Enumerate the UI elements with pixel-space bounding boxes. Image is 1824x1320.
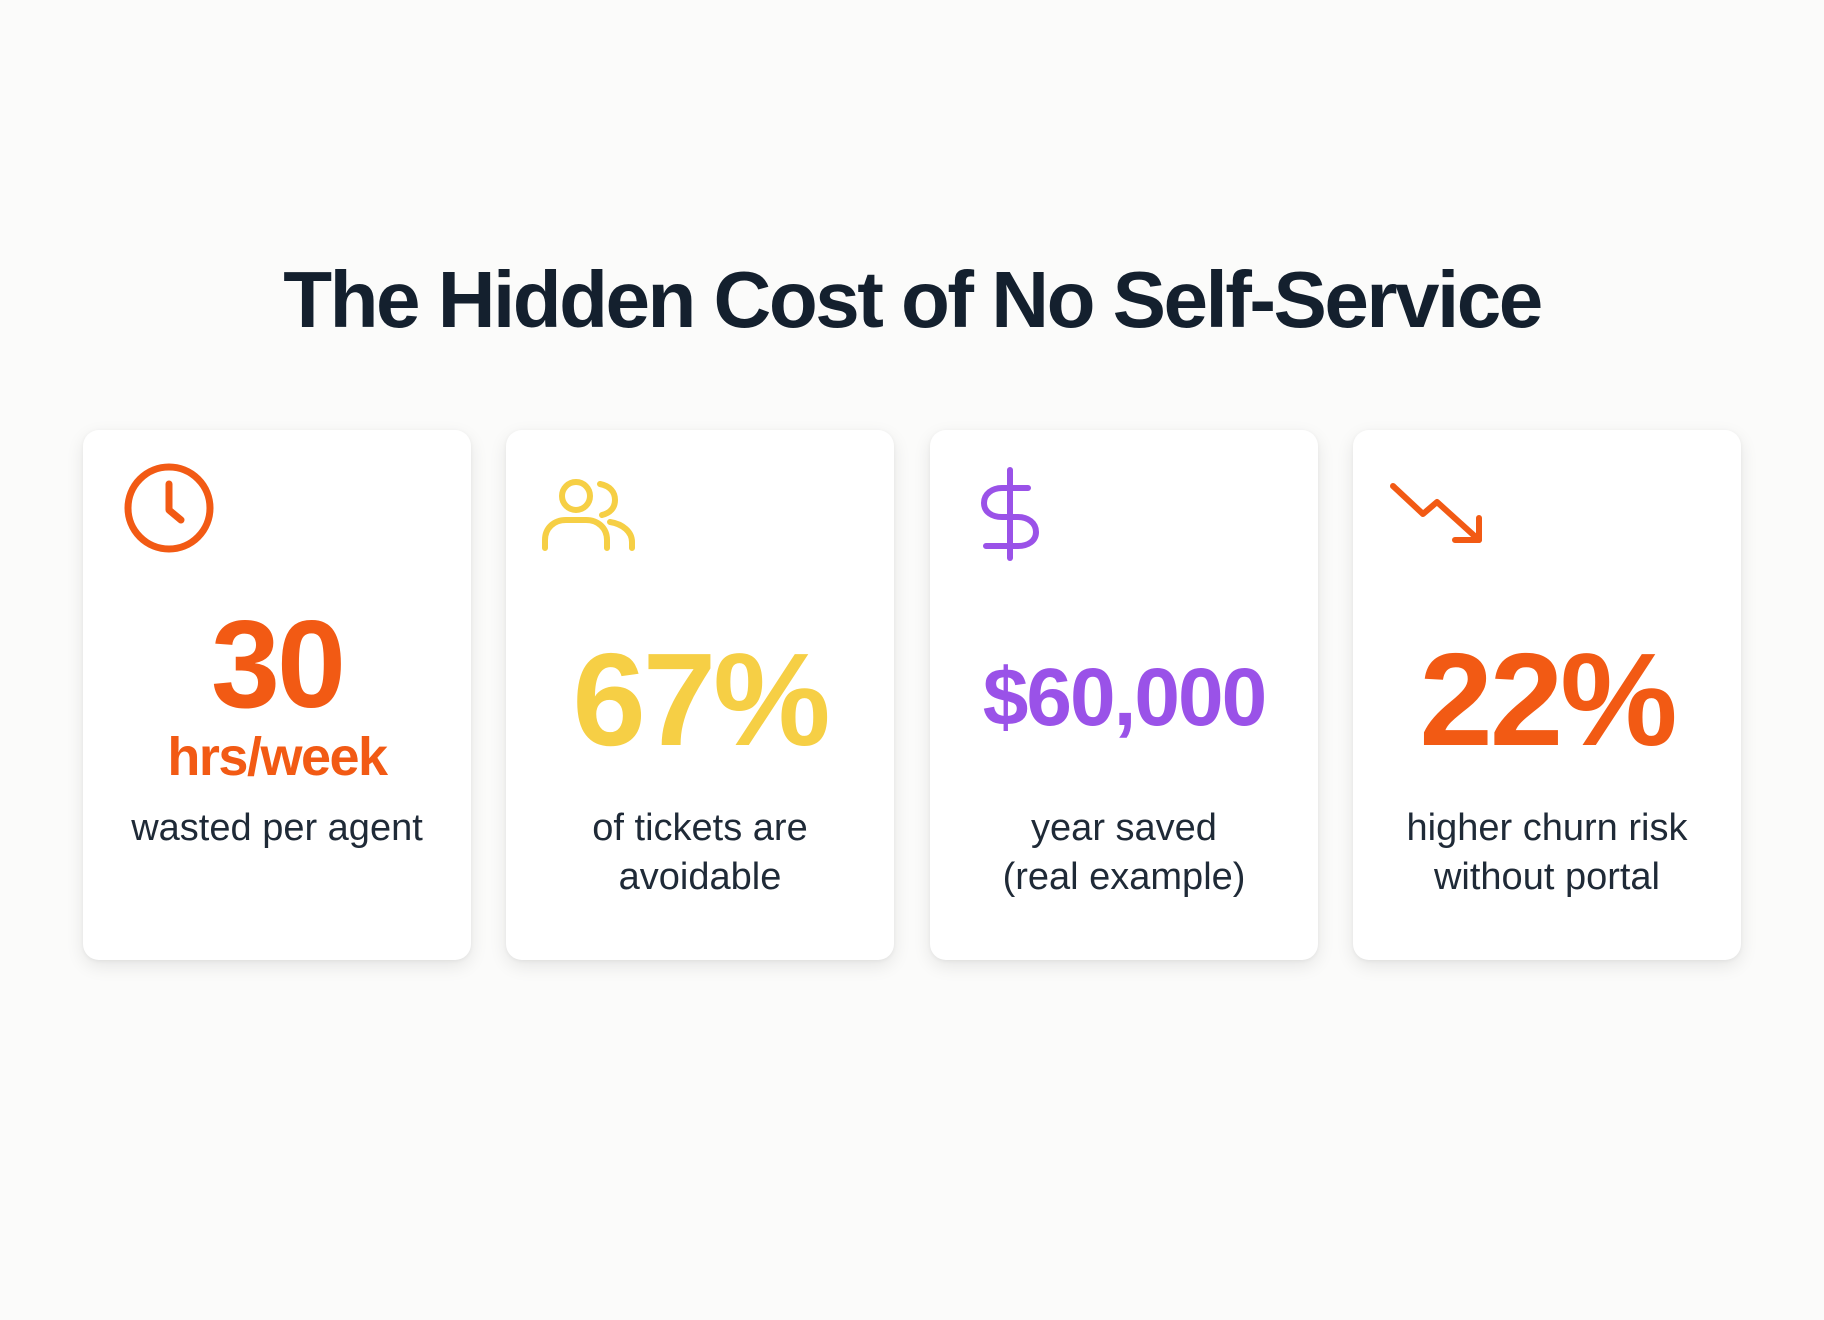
stat-card-churn: 22% higher churn risk without portal <box>1353 430 1741 960</box>
stat-description: of tickets are avoidable <box>506 804 894 902</box>
stat-description-line: wasted per agent <box>131 807 423 849</box>
stat-description: wasted per agent <box>83 804 471 853</box>
stat-unit: hrs/week <box>167 727 388 787</box>
stat-cards: 30 hrs/week wasted per agent 67% of tick… <box>83 430 1741 960</box>
stat-description-line: of tickets are <box>592 807 808 849</box>
stat-value: 30 <box>211 596 346 734</box>
stat-card-tickets: 67% of tickets are avoidable <box>506 430 894 960</box>
stat-description-line: without portal <box>1433 856 1660 898</box>
stat-description: year saved (real example) <box>930 804 1318 902</box>
trending-down-icon <box>1389 470 1485 566</box>
stat-description-line: higher churn risk <box>1406 807 1688 849</box>
stat-description-line: avoidable <box>618 856 782 898</box>
page-title: The Hidden Cost of No Self-Service <box>283 255 1543 344</box>
users-icon <box>540 472 636 568</box>
stat-value: $60,000 <box>982 652 1267 743</box>
stat-card-hours: 30 hrs/week wasted per agent <box>83 430 471 960</box>
clock-icon <box>121 460 217 556</box>
dollar-icon <box>972 466 1068 562</box>
stat-value: 22% <box>1419 626 1677 773</box>
stat-card-savings: $60,000 year saved (real example) <box>930 430 1318 960</box>
stat-value: 67% <box>572 626 830 773</box>
stat-description-line: year saved <box>1031 807 1217 849</box>
stat-description-line: (real example) <box>1002 856 1246 898</box>
stat-description: higher churn risk without portal <box>1353 804 1741 902</box>
